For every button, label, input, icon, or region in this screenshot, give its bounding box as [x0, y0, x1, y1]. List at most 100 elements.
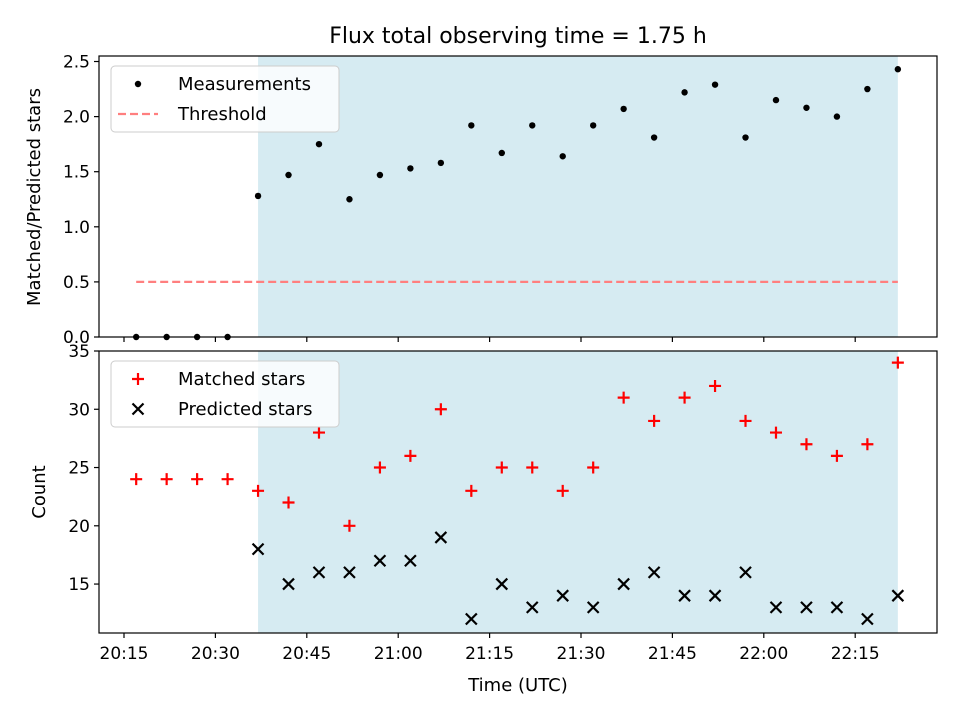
measurement-point	[772, 96, 780, 104]
measurement-point	[498, 149, 505, 157]
measurement-point	[346, 196, 353, 203]
measurement-point	[742, 134, 749, 141]
predicted-star-marker	[465, 612, 478, 626]
predicted-star-marker	[800, 601, 813, 614]
predicted-star-marker	[861, 612, 874, 626]
y-tick-label: 1.5	[63, 163, 90, 183]
y-tick-label: 35	[68, 342, 90, 362]
observing-interval-shade	[258, 56, 898, 337]
predicted-star-marker	[647, 566, 661, 579]
matched-star-marker	[587, 461, 600, 474]
predicted-star-marker	[739, 566, 752, 579]
matched-star-marker	[830, 449, 843, 462]
measurement-point	[894, 66, 902, 73]
legend-measurement-marker	[134, 80, 142, 88]
measurement-point	[376, 171, 384, 179]
predicted-star-marker	[586, 601, 600, 614]
measurement-point	[711, 81, 719, 88]
predicted-star-marker	[434, 531, 448, 544]
measurement-point	[803, 104, 810, 111]
legend-box	[110, 65, 340, 133]
bottom-y-axis-label: Count	[29, 465, 50, 518]
predicted-star-marker	[404, 554, 417, 568]
legend-matched-marker	[132, 373, 144, 385]
legend: Measurements Threshold	[110, 65, 340, 133]
matched-star-marker	[800, 438, 813, 451]
measurement-point	[468, 122, 475, 129]
measurement-point	[833, 113, 841, 120]
matched-star-marker	[526, 461, 539, 474]
legend-entry-label: Matched stars	[178, 369, 305, 390]
matched-star-marker	[891, 356, 904, 369]
predicted-star-marker	[373, 554, 387, 568]
legend-box	[110, 360, 340, 428]
x-tick-label: 21:45	[648, 644, 697, 664]
matched-star-marker	[404, 449, 417, 462]
measurement-point	[620, 105, 627, 113]
matched-star-marker	[221, 473, 234, 486]
x-tick-label: 20:30	[191, 644, 240, 664]
matched-star-marker	[861, 438, 874, 451]
x-tick-label: 21:15	[465, 644, 514, 664]
predicted-star-marker	[617, 577, 630, 591]
y-tick-label: 1.0	[63, 218, 90, 238]
y-tick-label: 15	[68, 575, 90, 595]
matched-star-marker	[556, 484, 569, 497]
measurement-point	[864, 85, 871, 93]
predicted-star-marker	[251, 542, 265, 556]
measurement-point	[559, 153, 566, 160]
x-tick-label: 20:15	[100, 644, 149, 664]
axes-frame	[98, 55, 938, 338]
predicted-star-marker	[769, 601, 783, 614]
matched-star-marker	[130, 473, 143, 486]
x-tick-label: 22:15	[831, 644, 880, 664]
predicted-star-marker	[525, 601, 539, 614]
measurement-point	[437, 159, 445, 167]
legend-entry-label: Predicted stars	[178, 399, 312, 420]
top-plot-panel: 0.0 0.5 1.0 1.5 2.0 2.5 Measurements Threshold	[63, 53, 938, 348]
matched-star-marker	[739, 414, 752, 427]
measurement-point	[681, 89, 688, 96]
matched-star-marker	[678, 391, 691, 404]
matched-star-marker	[373, 461, 386, 474]
matched-star-marker	[465, 484, 478, 497]
legend-entry-label: Measurements	[178, 74, 311, 95]
matched-star-marker	[252, 484, 265, 497]
predicted-star-marker	[282, 577, 295, 591]
predicted-star-marker	[495, 577, 509, 591]
x-axis-label: Time (UTC)	[467, 675, 568, 696]
y-tick-label: 2.0	[63, 108, 90, 128]
matched-star-marker	[617, 391, 630, 404]
predicted-star-marker	[343, 566, 356, 579]
predicted-star-marker	[678, 589, 691, 602]
legend-predicted-marker	[131, 402, 145, 416]
matched-star-marker	[709, 379, 722, 392]
measurement-point	[254, 192, 262, 200]
y-tick-label: 30	[68, 400, 90, 420]
y-tick-label: 25	[68, 459, 90, 479]
predicted-star-marker	[830, 601, 844, 614]
observing-interval-shade	[258, 351, 898, 633]
matched-star-marker	[160, 473, 173, 486]
top-y-axis-label: Matched/Predicted stars	[24, 88, 45, 306]
measurement-point	[589, 122, 597, 129]
y-tick-label: 20	[68, 517, 90, 537]
matched-star-marker	[343, 519, 356, 532]
measurement-point	[285, 171, 292, 179]
legend: Matched stars Predicted stars	[110, 360, 340, 428]
predicted-star-marker	[556, 589, 569, 602]
measurement-point	[650, 134, 658, 141]
matched-star-marker	[495, 461, 508, 474]
y-tick-label: 0.0	[63, 328, 90, 348]
measurement-point	[315, 140, 323, 148]
matched-star-marker	[191, 473, 204, 486]
bottom-plot-panel: 15 20 25 30 35 20:15 20:30 20:45 21:00 21:15 21:30…	[68, 342, 938, 664]
y-tick-label: 2.5	[63, 53, 90, 73]
matched-star-marker	[769, 426, 782, 439]
axes-frame	[98, 350, 938, 634]
figure-title: Flux total observing time = 1.75 h	[329, 24, 707, 49]
matched-star-marker	[312, 426, 325, 439]
predicted-star-marker	[891, 589, 905, 602]
measurement-point	[529, 122, 536, 129]
